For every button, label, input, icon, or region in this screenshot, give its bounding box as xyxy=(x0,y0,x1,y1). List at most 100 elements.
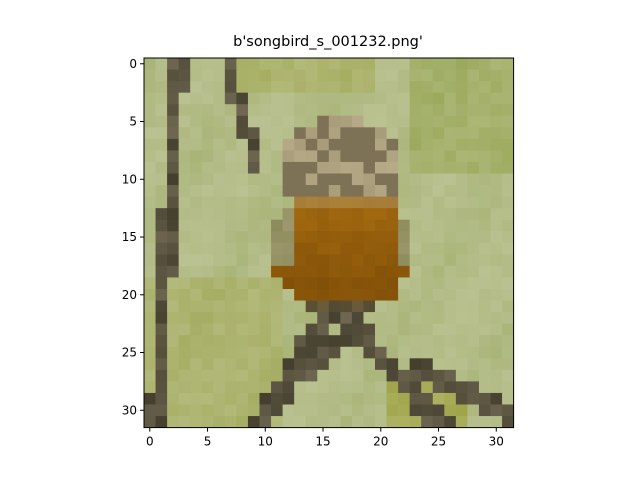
pixel-cell xyxy=(247,185,260,197)
pixel-cell xyxy=(421,254,434,267)
pixel-cell xyxy=(340,173,353,186)
pixel-cell xyxy=(398,185,411,197)
pixel-cell xyxy=(144,404,156,417)
pixel-cell xyxy=(282,277,295,290)
pixel-cell xyxy=(144,265,156,278)
pixel-cell xyxy=(386,392,399,405)
pixel-cell xyxy=(144,219,156,232)
pixel-cell xyxy=(490,254,503,267)
pixel-cell xyxy=(432,161,445,174)
pixel-cell xyxy=(340,346,353,359)
pixel-cell xyxy=(490,300,503,313)
pixel-cell xyxy=(236,161,249,174)
pixel-cell xyxy=(190,289,203,301)
pixel-cell xyxy=(236,138,249,151)
pixel-cell xyxy=(213,231,226,244)
pixel-cell xyxy=(328,242,341,255)
pixel-cell xyxy=(386,173,399,186)
pixel-cell xyxy=(317,265,330,278)
pixel-cell xyxy=(432,381,445,394)
pixel-cell xyxy=(421,115,434,128)
pixel-cell xyxy=(421,81,434,94)
pixel-cell xyxy=(201,392,214,405)
pixel-cell xyxy=(490,265,503,278)
pixel-cell xyxy=(409,404,422,417)
pixel-cell xyxy=(328,231,341,244)
pixel-cell xyxy=(455,208,468,221)
pixel-cell xyxy=(375,346,387,359)
pixel-cell xyxy=(201,81,214,94)
pixel-cell xyxy=(144,289,156,301)
pixel-cell xyxy=(363,58,376,70)
pixel-cell xyxy=(247,335,260,348)
pixel-cell xyxy=(444,404,457,417)
pixel-cell xyxy=(502,312,514,325)
pixel-cell xyxy=(455,104,468,117)
pixel-cell xyxy=(236,242,249,255)
pixel-cell xyxy=(190,185,203,197)
pixel-cell xyxy=(363,312,376,325)
pixel-cell xyxy=(363,115,376,128)
pixel-cell xyxy=(178,138,191,151)
pixel-cell xyxy=(178,289,191,301)
pixel-cell xyxy=(236,58,249,70)
pixel-cell xyxy=(467,300,480,313)
pixel-cell xyxy=(282,323,295,336)
pixel-cell xyxy=(247,289,260,301)
pixel-cell xyxy=(190,173,203,186)
pixel-cell xyxy=(351,69,364,82)
pixel-cell xyxy=(190,335,203,348)
pixel-cell xyxy=(178,381,191,394)
pixel-cell xyxy=(386,81,399,94)
pixel-cell xyxy=(190,81,203,94)
pixel-cell xyxy=(144,300,156,313)
pixel-cell xyxy=(155,58,168,70)
pixel-cell xyxy=(201,219,214,232)
pixel-cell xyxy=(467,231,480,244)
pixel-cell xyxy=(490,346,503,359)
pixel-cell xyxy=(167,81,180,94)
pixel-cell xyxy=(167,185,180,197)
pixel-cell xyxy=(294,358,307,371)
pixel-cell xyxy=(317,219,330,232)
pixel-cell xyxy=(271,335,283,348)
pixel-cell xyxy=(478,323,491,336)
pixel-cell xyxy=(155,392,168,405)
pixel-cell xyxy=(236,208,249,221)
pixel-cell xyxy=(213,358,226,371)
pixel-cell xyxy=(294,323,307,336)
pixel-cell xyxy=(201,208,214,221)
pixel-cell xyxy=(224,381,237,394)
pixel-cell xyxy=(213,208,226,221)
pixel-cell xyxy=(351,323,364,336)
pixel-cell xyxy=(432,416,445,428)
pixel-cell xyxy=(317,289,330,301)
pixel-cell xyxy=(467,404,480,417)
pixel-cell xyxy=(398,104,411,117)
pixel-cell xyxy=(305,312,318,325)
pixel-cell xyxy=(201,300,214,313)
pixel-cell xyxy=(317,346,330,359)
pixel-cell xyxy=(236,81,249,94)
pixel-cell xyxy=(247,104,260,117)
pixel-cell xyxy=(328,138,341,151)
pixel-cell xyxy=(478,392,491,405)
pixel-cell xyxy=(409,265,422,278)
pixel-cell xyxy=(144,81,156,94)
pixel-cell xyxy=(478,289,491,301)
pixel-cell xyxy=(432,196,445,209)
pixel-cell xyxy=(144,58,156,70)
pixel-cell xyxy=(201,242,214,255)
pixel-cell xyxy=(375,58,387,70)
pixel-cell xyxy=(386,416,399,428)
pixel-cell xyxy=(247,358,260,371)
pixel-cell xyxy=(467,312,480,325)
pixel-cell xyxy=(409,369,422,382)
pixel-cell xyxy=(432,277,445,290)
pixel-cell xyxy=(478,254,491,267)
pixel-cell xyxy=(317,173,330,186)
pixel-cell xyxy=(398,346,411,359)
pixel-cell xyxy=(455,392,468,405)
pixel-cell xyxy=(213,150,226,163)
